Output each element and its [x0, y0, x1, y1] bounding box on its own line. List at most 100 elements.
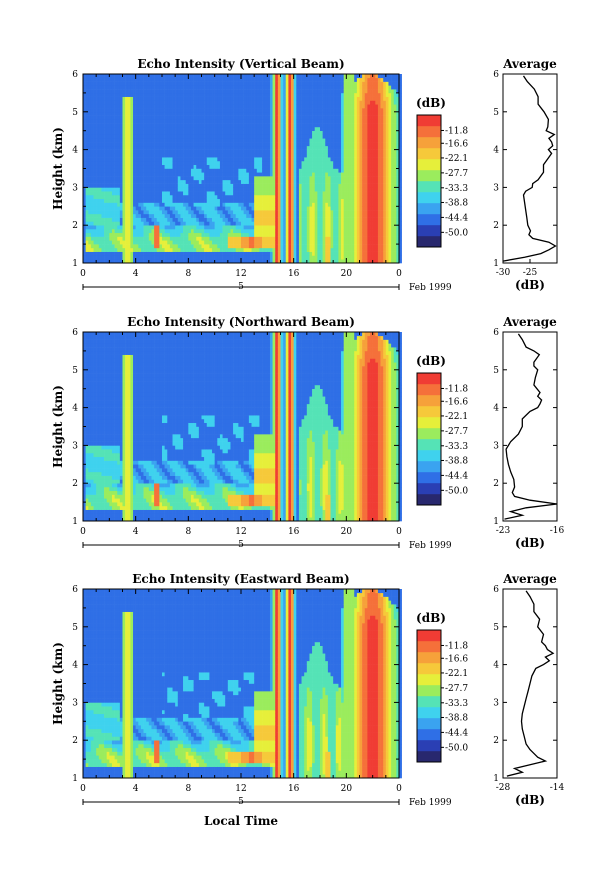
heatmap-cell	[138, 111, 142, 116]
heatmap-cell	[172, 160, 176, 166]
heatmap-cell	[309, 153, 313, 158]
heatmap-cell	[190, 142, 194, 147]
heatmap-cell	[243, 160, 247, 166]
heatmap-cell	[320, 179, 323, 184]
heatmap-cell	[167, 100, 171, 105]
heatmap-cell	[88, 126, 92, 131]
heatmap-cell	[217, 183, 221, 188]
heatmap-cell	[119, 104, 123, 109]
heatmap-cell	[206, 138, 210, 143]
heatmap-cell	[309, 187, 313, 192]
heatmap-cell	[180, 172, 184, 177]
heatmap-cell	[251, 179, 255, 184]
heatmap-cell	[246, 153, 250, 158]
heatmap-cell	[148, 123, 152, 128]
heatmap-cell	[122, 74, 126, 79]
heatmap-cell	[122, 221, 126, 226]
heatmap-cell	[304, 134, 308, 139]
heatmap-cell	[222, 259, 226, 264]
heatmap-cell	[341, 244, 344, 249]
heatmap-cell	[304, 149, 308, 154]
heatmap-cell	[259, 85, 263, 90]
heatmap-cell	[106, 225, 110, 230]
heatmap-cell	[277, 172, 281, 177]
heatmap-cell	[159, 221, 163, 226]
heatmap-cell	[312, 111, 316, 116]
heatmap-cell	[275, 179, 279, 184]
heatmap-cell	[88, 183, 92, 188]
heatmap-cell	[167, 232, 171, 237]
heatmap-cell	[98, 232, 102, 237]
heatmap-cell	[277, 134, 281, 139]
heatmap-cell	[83, 89, 86, 94]
heatmap-cell	[125, 119, 129, 124]
heatmap-cell	[306, 164, 310, 169]
heatmap-cell	[304, 108, 308, 113]
heatmap-cell	[235, 149, 239, 154]
heatmap-cell	[335, 240, 339, 245]
heatmap-cell	[212, 134, 215, 139]
heatmap-cell	[256, 255, 260, 260]
heatmap-cell	[275, 104, 279, 109]
heatmap-cell	[138, 244, 142, 249]
heatmap-cell	[222, 145, 226, 150]
heatmap-cell	[259, 138, 263, 143]
heatmap-cell	[209, 202, 213, 207]
heatmap-cell	[90, 213, 94, 218]
heatmap-cell	[301, 221, 305, 226]
heatmap-cell	[246, 179, 250, 184]
heatmap-cell	[304, 179, 308, 184]
heatmap-cell	[167, 255, 171, 260]
heatmap-cell	[264, 168, 268, 173]
heatmap-cell	[322, 134, 326, 139]
heatmap-cell	[296, 213, 300, 218]
heatmap-cell	[296, 179, 300, 184]
heatmap-cell	[338, 145, 342, 150]
heatmap-cell	[164, 259, 168, 264]
heatmap-cell	[114, 104, 118, 109]
heatmap-cell	[148, 157, 152, 162]
heatmap-cell	[291, 92, 294, 97]
heatmap-cell	[293, 145, 297, 150]
heatmap-cell	[275, 142, 279, 147]
heatmap-cell	[156, 206, 160, 211]
heatmap-cell	[151, 115, 155, 120]
heatmap-cell	[238, 202, 242, 207]
heatmap-cell	[338, 126, 342, 131]
heatmap-cell	[333, 96, 337, 101]
heatmap-cell	[125, 74, 129, 79]
heatmap-cell	[98, 187, 102, 192]
heatmap-cell	[148, 179, 152, 184]
heatmap-cell	[162, 126, 165, 131]
heatmap-cell	[267, 259, 271, 264]
heatmap-cell	[283, 115, 287, 120]
heatmap-cell	[106, 194, 110, 200]
heatmap-cell	[188, 130, 192, 135]
heatmap-cell	[227, 126, 231, 131]
heatmap-cell	[143, 96, 147, 101]
heatmap-cell	[320, 134, 323, 139]
heatmap-cell	[169, 164, 173, 169]
heatmap-cell	[209, 92, 213, 97]
heatmap-cell	[138, 247, 142, 252]
heatmap-cell	[214, 183, 218, 188]
heatmap-cell	[204, 119, 208, 124]
heatmap-cell	[312, 202, 316, 207]
heatmap-cell	[138, 89, 142, 94]
heatmap-cell	[183, 210, 186, 215]
heatmap-cell	[109, 191, 113, 196]
heatmap-cell	[127, 157, 131, 162]
heatmap-cell	[241, 225, 244, 230]
heatmap-cell	[101, 210, 105, 215]
heatmap-cell	[222, 251, 226, 256]
heatmap-cell	[151, 134, 155, 139]
heatmap-cell	[330, 210, 334, 215]
heatmap-cell	[296, 77, 300, 82]
heatmap-cell	[198, 149, 202, 154]
heatmap-cell	[175, 206, 179, 211]
heatmap-cell	[98, 138, 102, 143]
heatmap-cell	[222, 183, 226, 188]
heatmap-cell	[138, 228, 142, 234]
heatmap-cell	[259, 119, 263, 124]
heatmap-cell	[164, 228, 168, 234]
